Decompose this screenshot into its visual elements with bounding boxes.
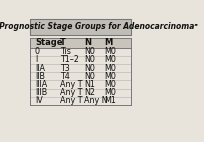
Text: Table 4. Prognostic Stage Groups for Adenocarcinomaᵃ: Table 4. Prognostic Stage Groups for Ade… [0, 22, 198, 31]
Text: Any N: Any N [84, 96, 108, 106]
Text: IIA: IIA [35, 64, 45, 73]
Text: 0: 0 [35, 47, 40, 56]
Text: T4: T4 [60, 72, 70, 81]
Text: T3: T3 [60, 64, 70, 73]
Text: Any T: Any T [60, 80, 83, 89]
Text: M0: M0 [104, 72, 116, 81]
Text: N: N [84, 38, 91, 47]
Text: M1: M1 [104, 96, 116, 106]
Text: M0: M0 [104, 88, 116, 97]
Bar [30, 72, 131, 81]
Text: Any T: Any T [60, 96, 83, 106]
Text: Stage: Stage [35, 38, 62, 47]
Text: IIIB: IIIB [35, 88, 47, 97]
Text: Any T: Any T [60, 88, 83, 97]
Text: M0: M0 [104, 56, 116, 64]
Text: IIB: IIB [35, 72, 45, 81]
Text: N1: N1 [84, 80, 95, 89]
Text: T1–2: T1–2 [60, 56, 79, 64]
Text: N0: N0 [84, 47, 95, 56]
Text: M0: M0 [104, 47, 116, 56]
Bar [30, 48, 131, 56]
Bar [30, 97, 131, 105]
Bar [30, 64, 131, 72]
Bar [30, 38, 131, 48]
Bar [30, 89, 131, 97]
Text: M0: M0 [104, 80, 116, 89]
Text: N0: N0 [84, 56, 95, 64]
Text: Tis: Tis [60, 47, 71, 56]
Bar [30, 56, 131, 64]
Text: T: T [60, 38, 66, 47]
Text: M: M [104, 38, 113, 47]
Text: N0: N0 [84, 64, 95, 73]
Text: IIIA: IIIA [35, 80, 47, 89]
Text: M0: M0 [104, 64, 116, 73]
Text: I: I [35, 56, 37, 64]
Bar [30, 81, 131, 89]
Text: N0: N0 [84, 72, 95, 81]
Text: N2: N2 [84, 88, 95, 97]
Bar [30, 19, 131, 35]
Text: IV: IV [35, 96, 43, 106]
